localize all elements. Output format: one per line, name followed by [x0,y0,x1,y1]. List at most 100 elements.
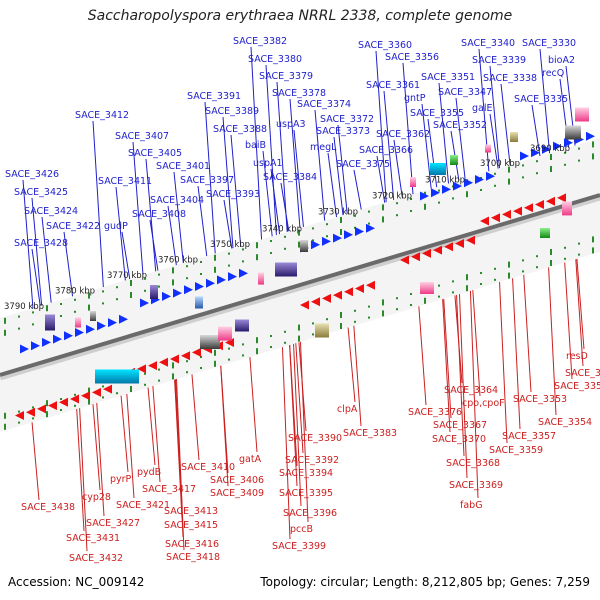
forward-gene-arrow [217,275,226,285]
scale-tick [102,396,104,399]
scale-tick [256,337,258,344]
reverse-leader-line [522,263,532,393]
reverse-leader-line [352,314,362,427]
reverse-leader-line [95,391,105,517]
forward-gene-label: uspA1 [253,158,283,169]
scale-tick [522,164,524,167]
scale-tick [116,286,118,289]
reverse-leader-line [575,247,585,350]
scale-tick [130,292,132,298]
scale-tick [452,197,454,200]
scale-label: 3730 kbp [318,208,358,218]
scale-tick [452,291,454,294]
scale-tick [270,335,272,337]
accession-text: Accession: NC_009142 [8,575,145,589]
scale-tick [550,166,552,172]
scale-label: 3790 kbp [4,302,44,312]
scale-tick [410,210,412,212]
forward-gene-label: SACE_3373 [316,126,370,137]
scale-tick [508,166,510,173]
scale-tick [382,216,384,223]
scale-tick [466,191,468,198]
reverse-gene-label: SACE_3354 [538,417,592,428]
reverse-gene-arrow [70,394,79,404]
reverse-gene-arrow [422,248,431,258]
gene-block [410,177,416,187]
reverse-gene-label: SACE_3376 [408,407,462,418]
scale-tick [298,335,300,342]
gene-block [420,282,434,294]
scale-tick [536,172,538,175]
reverse-gene-arrow [192,347,201,357]
gene-block [315,323,329,338]
scale-tick [424,203,426,210]
forward-gene-arrow [344,230,353,240]
scale-tick [88,387,90,394]
reverse-leader-line [442,287,452,419]
forward-gene-label: SACE_3352 [433,120,487,131]
scale-tick [480,283,482,285]
gene-block [95,369,139,384]
gene-block [200,335,220,349]
scale-label: 3760 kbp [158,256,198,266]
reverse-gene-label: SACE_3399 [272,541,326,552]
reverse-gene-arrow [181,351,190,361]
forward-gene-label: SACE_3339 [472,55,526,66]
scale-label: 3710 kbp [425,176,465,186]
gene-features [15,107,595,420]
scale-tick [396,297,398,300]
reverse-gene-label: SACE_3368 [446,458,500,469]
scale-tick [130,386,132,392]
forward-gene-label: SACE_3374 [297,99,351,110]
reverse-leader-line [91,392,101,491]
scale-tick [522,176,524,179]
reverse-leader-line [219,353,229,487]
reverse-gene-arrow [480,216,489,226]
gene-block [90,311,96,321]
scale-tick [298,241,300,248]
scale-tick [158,285,160,288]
reverse-gene-arrow [81,391,90,401]
scale-tick [382,299,384,306]
scale-tick [410,198,412,200]
reverse-leader-line [547,255,557,416]
reverse-gene-label: SACE_3367 [433,420,487,431]
forward-gene-label: gntP [404,93,426,104]
gene-block [275,262,297,277]
scale-tick [368,210,370,213]
reverse-gene-arrow [59,397,68,407]
scale-tick [228,347,230,350]
gene-block [300,240,308,252]
scale-tick [186,265,188,268]
gene-block [258,272,264,285]
forward-gene-label: SACE_3347 [438,87,492,98]
reverse-leader-line [299,329,309,523]
forward-gene-arrow [586,131,595,141]
scale-tick [18,327,20,330]
reverse-gene-label: SACE_3369 [449,480,503,491]
scale-tick [102,385,104,388]
reverse-gene-label: SACE_3353 [513,394,567,405]
forward-gene-label: SACE_3388 [213,124,267,135]
reverse-gene-label: SACE_3392 [285,455,339,466]
scale-tick [536,266,538,269]
scale-tick [550,249,552,255]
reverse-gene-label: cyp28 [82,492,111,503]
forward-gene-arrow [42,337,51,347]
scale-tick [284,330,286,333]
forward-gene-label: SACE_3379 [259,71,313,82]
scale-tick [508,261,510,268]
scale-tick [32,406,34,409]
scale-tick [60,398,62,400]
reverse-gene-arrow [513,206,522,216]
forward-gene-label: SACE_3380 [248,54,302,65]
genome-bands [0,138,600,432]
scale-tick [228,264,230,267]
scale-tick [382,204,384,211]
reverse-gene-label: SACE_3359 [489,445,543,456]
reverse-gene-label: SACE_3418 [166,552,220,563]
reverse-gene-label: SACE_3350 [554,381,600,392]
scale-tick [592,141,594,148]
reverse-leader-line [563,250,573,380]
forward-gene-label: SACE_3360 [358,40,412,51]
